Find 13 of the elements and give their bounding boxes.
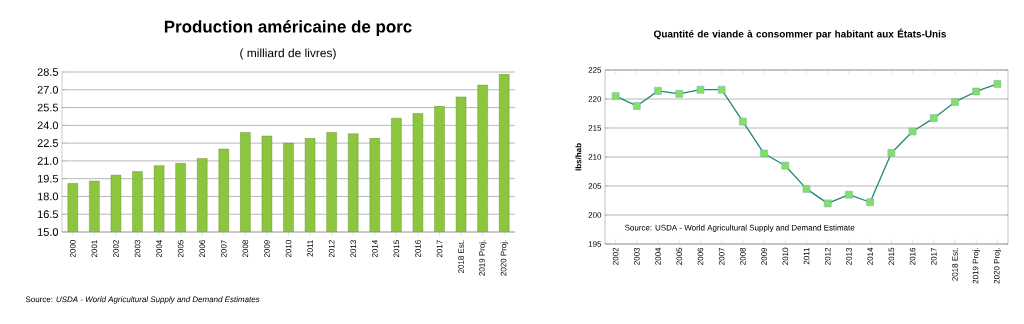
y-tick-label: 21.0 <box>37 157 59 165</box>
y-tick-label: 28.5 <box>37 68 59 76</box>
chart-subtitle: ( milliard de livres) <box>240 48 336 60</box>
y-tick-label: 25.5 <box>37 103 59 112</box>
y-tick-label: 16.5 <box>37 210 59 219</box>
y-tick-label: 22.5 <box>37 139 59 147</box>
chart-title: Quantité de viande à consommer par habitant aux États-Unis <box>653 28 947 40</box>
y-tick-label: 18.0 <box>37 192 59 201</box>
y-tick-label: 27.0 <box>37 85 59 94</box>
chart-title: Production américaine de porc <box>164 20 412 36</box>
y-tick-label: 24.0 <box>37 121 59 130</box>
y-tick-label: 19.5 <box>37 174 59 183</box>
y-tick-label: 15.0 <box>37 228 59 236</box>
